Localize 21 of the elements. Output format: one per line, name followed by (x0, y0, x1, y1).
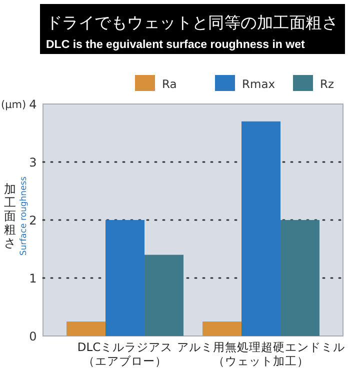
x-tick-label: アルミ用無処理超硬エンドミル（ウェット加工） (177, 340, 345, 368)
legend-label: Rmax (242, 77, 276, 91)
bar (106, 220, 144, 336)
y-tick-label: 4 (29, 98, 37, 112)
x-tick-label: DLCミルラジアス（エアブロー） (77, 340, 173, 368)
y-tick-label: 2 (29, 214, 37, 228)
text: (μm) (1, 99, 26, 111)
chart-subtitle: DLC is the eguivalent surface roughness in wet (46, 39, 305, 51)
bar (144, 254, 184, 336)
y-tick-label: 3 (29, 156, 37, 170)
y-tick-label: 0 (29, 330, 37, 344)
text: Surface roughness (19, 176, 29, 256)
legend-label: Ra (162, 77, 177, 91)
bar (202, 322, 242, 336)
bar (242, 121, 280, 336)
y-axis-title: 加工面粗さ (4, 182, 16, 250)
bar (66, 322, 106, 336)
bar (280, 220, 320, 336)
y-tick-label: 1 (29, 272, 37, 286)
legend-label: Rz (320, 77, 334, 91)
chart-title: ドライでもウェットと同等の加工面粗さ (46, 13, 338, 32)
